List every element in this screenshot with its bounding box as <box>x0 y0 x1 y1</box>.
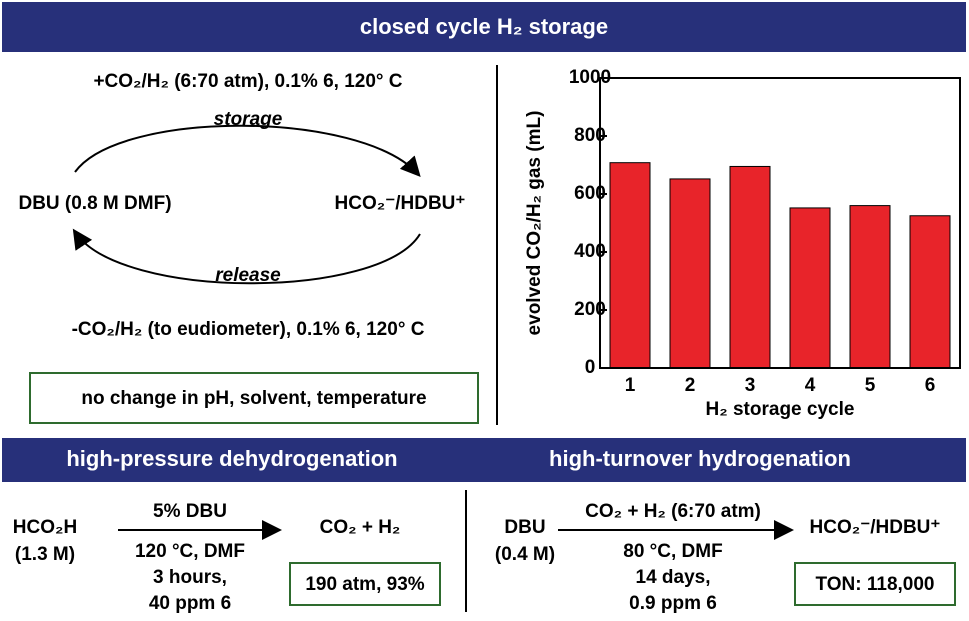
y-tick-label: 600 <box>574 183 606 204</box>
storage-conditions: +CO₂/H₂ (6:70 atm), 0.1% 6, 120° C <box>93 71 402 92</box>
release-label: release <box>215 265 281 286</box>
release-conditions: -CO₂/H₂ (to eudiometer), 0.1% 6, 120° C <box>72 319 425 340</box>
y-axis-label: evolved CO₂/H₂ gas (mL) <box>524 111 545 336</box>
condition: 0.9 ppm 6 <box>629 593 717 614</box>
note-box <box>29 372 479 424</box>
condition: 80 °C, DMF <box>623 541 722 562</box>
bar <box>729 165 771 369</box>
section-title: high-turnover hydrogenation <box>549 446 851 471</box>
condition: 40 ppm 6 <box>149 593 231 614</box>
bar <box>909 215 951 369</box>
reactant: DBU <box>504 517 545 538</box>
bar <box>789 207 831 369</box>
y-tick-label: 400 <box>574 241 606 262</box>
condition: 120 °C, DMF <box>135 541 245 562</box>
concentration: (0.4 M) <box>495 544 555 565</box>
bar <box>849 205 891 369</box>
banner <box>2 438 966 482</box>
banner-title: closed cycle H₂ storage <box>360 14 608 39</box>
left-species: DBU (0.8 M DMF) <box>18 193 171 214</box>
x-tick-label: 3 <box>745 375 756 396</box>
result: 190 atm, 93% <box>305 574 424 595</box>
right-species: HCO₂⁻/HDBU⁺ <box>335 193 466 214</box>
concentration: (1.3 M) <box>15 544 75 565</box>
y-tick-label: 200 <box>574 299 606 320</box>
x-axis-label: H₂ storage cycle <box>706 399 855 420</box>
result: TON: 118,000 <box>815 574 934 595</box>
release-arrow <box>72 228 421 285</box>
storage-arrow <box>74 124 421 177</box>
section-title: high-pressure dehydrogenation <box>66 446 397 471</box>
reagent: 5% DBU <box>153 501 227 522</box>
bar <box>609 162 651 369</box>
x-tick-label: 4 <box>805 375 816 396</box>
banner <box>2 2 966 52</box>
product: CO₂ + H₂ <box>320 517 401 538</box>
result-box <box>794 562 956 606</box>
condition: 3 hours, <box>153 567 227 588</box>
reactant: HCO₂H <box>13 517 77 538</box>
x-tick-label: 1 <box>625 375 636 396</box>
y-tick-label: 800 <box>574 125 606 146</box>
x-tick-label: 6 <box>925 375 936 396</box>
plot-frame <box>599 77 961 369</box>
bar <box>669 178 711 369</box>
y-tick-label: 0 <box>585 357 596 378</box>
x-tick-label: 2 <box>685 375 696 396</box>
storage-label: storage <box>214 109 283 130</box>
product: HCO₂⁻/HDBU⁺ <box>810 517 941 538</box>
condition: 14 days, <box>636 567 711 588</box>
result-box <box>289 562 441 606</box>
note: no change in pH, solvent, temperature <box>81 388 426 409</box>
x-tick-label: 5 <box>865 375 876 396</box>
reagent: CO₂ + H₂ (6:70 atm) <box>585 501 761 522</box>
